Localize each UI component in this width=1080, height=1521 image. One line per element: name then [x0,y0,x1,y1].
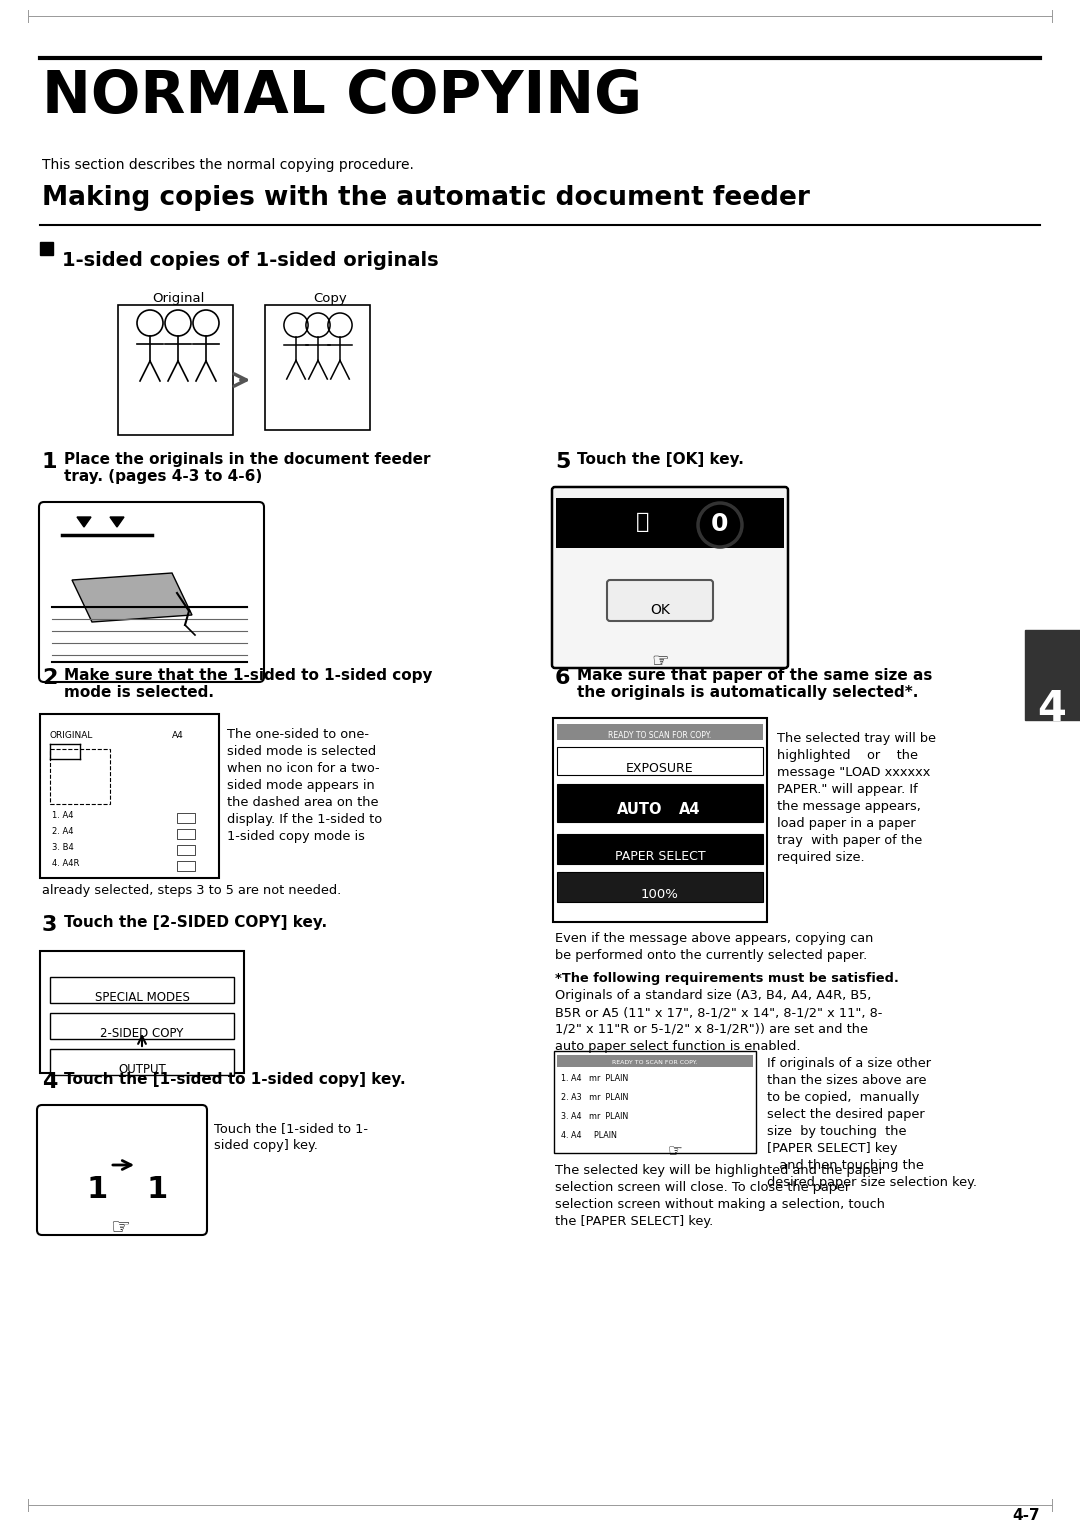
Text: 4: 4 [42,1072,57,1092]
Text: NORMAL COPYING: NORMAL COPYING [42,68,642,125]
Text: 3. B4: 3. B4 [52,843,73,852]
FancyBboxPatch shape [50,748,110,805]
Text: already selected, steps 3 to 5 are not needed.: already selected, steps 3 to 5 are not n… [42,884,341,897]
Text: Touch the [2-SIDED COPY] key.: Touch the [2-SIDED COPY] key. [64,916,327,929]
Text: Even if the message above appears, copying can
be performed onto the currently s: Even if the message above appears, copyi… [555,932,874,961]
Text: 1-sided copies of 1-sided originals: 1-sided copies of 1-sided originals [62,251,438,271]
Bar [1025,630,1080,719]
Text: ORIGINAL: ORIGINAL [50,732,93,741]
FancyBboxPatch shape [557,872,762,902]
FancyBboxPatch shape [177,814,195,823]
FancyBboxPatch shape [553,718,767,922]
Text: 6: 6 [555,668,570,687]
FancyBboxPatch shape [50,976,234,1002]
Text: 2-SIDED COPY: 2-SIDED COPY [100,1027,184,1040]
FancyBboxPatch shape [40,713,219,878]
FancyBboxPatch shape [177,829,195,840]
FancyBboxPatch shape [37,1104,207,1235]
FancyBboxPatch shape [177,861,195,872]
Text: ⎘: ⎘ [636,513,650,532]
Text: A4: A4 [679,802,701,817]
Text: READY TO SCAN FOR COPY.: READY TO SCAN FOR COPY. [612,1060,698,1065]
Text: EXPOSURE: EXPOSURE [626,762,693,776]
Text: If originals of a size other
than the sizes above are
to be copied,  manually
se: If originals of a size other than the si… [767,1057,977,1189]
Text: 2: 2 [42,668,57,687]
FancyBboxPatch shape [50,1013,234,1039]
Text: 4-7: 4-7 [1012,1507,1040,1521]
Polygon shape [77,517,91,526]
Text: The selected tray will be
highlighted    or    the
message "LOAD xxxxxx
PAPER." : The selected tray will be highlighted or… [777,732,936,864]
Text: 4. A4R: 4. A4R [52,859,79,868]
Text: Touch the [1-sided to 1-
sided copy] key.: Touch the [1-sided to 1- sided copy] key… [214,1122,368,1151]
Text: 0: 0 [712,513,729,535]
Text: SPECIAL MODES: SPECIAL MODES [95,992,189,1004]
Text: 1: 1 [42,452,57,472]
Text: Place the originals in the document feeder
tray. (pages 4-3 to 4-6): Place the originals in the document feed… [64,452,431,484]
FancyBboxPatch shape [265,306,370,430]
Text: This section describes the normal copying procedure.: This section describes the normal copyin… [42,158,414,172]
Text: 100%: 100% [642,888,679,900]
Text: 1. A4   mr  PLAIN: 1. A4 mr PLAIN [561,1074,629,1083]
FancyBboxPatch shape [39,502,264,681]
Polygon shape [110,517,124,526]
Text: 3: 3 [42,916,57,935]
Text: 1. A4: 1. A4 [52,811,73,820]
Text: 1: 1 [147,1176,167,1205]
FancyBboxPatch shape [556,497,784,548]
FancyBboxPatch shape [557,834,762,864]
Text: AUTO: AUTO [618,802,663,817]
FancyBboxPatch shape [118,306,233,435]
Bar [40,242,53,256]
Text: ☞: ☞ [110,1218,130,1238]
FancyBboxPatch shape [40,951,244,1072]
Text: Touch the [OK] key.: Touch the [OK] key. [577,452,744,467]
FancyBboxPatch shape [557,783,762,821]
FancyBboxPatch shape [607,580,713,621]
Text: ☞: ☞ [651,653,669,671]
FancyBboxPatch shape [557,1056,753,1068]
Text: 4. A4     PLAIN: 4. A4 PLAIN [561,1132,617,1141]
FancyBboxPatch shape [555,610,785,665]
Polygon shape [72,573,192,622]
Text: Copy: Copy [313,292,347,306]
Text: 2. A4: 2. A4 [52,827,73,837]
FancyBboxPatch shape [552,487,788,668]
Text: Making copies with the automatic document feeder: Making copies with the automatic documen… [42,186,810,211]
FancyBboxPatch shape [557,747,762,776]
FancyBboxPatch shape [50,1049,234,1075]
Text: OK: OK [650,602,670,618]
Text: *The following requirements must be satisfied.: *The following requirements must be sati… [555,972,899,986]
Text: A4: A4 [172,732,184,741]
FancyBboxPatch shape [554,1051,756,1153]
Text: OUTPUT: OUTPUT [118,1063,166,1075]
Text: The selected key will be highlighted and the paper
selection screen will close. : The selected key will be highlighted and… [555,1164,885,1227]
Text: Original: Original [152,292,204,306]
FancyBboxPatch shape [557,724,762,741]
Text: Make sure that the 1-sided to 1-sided copy
mode is selected.: Make sure that the 1-sided to 1-sided co… [64,668,432,700]
Text: Make sure that paper of the same size as
the originals is automatically selected: Make sure that paper of the same size as… [577,668,932,700]
Text: ☞: ☞ [667,1142,683,1161]
Text: 4: 4 [1038,687,1066,730]
Text: 2. A3   mr  PLAIN: 2. A3 mr PLAIN [561,1094,629,1103]
Text: PAPER SELECT: PAPER SELECT [615,850,705,862]
Text: 3. A4   mr  PLAIN: 3. A4 mr PLAIN [561,1112,629,1121]
Text: READY TO SCAN FOR COPY.: READY TO SCAN FOR COPY. [608,732,712,741]
Text: 1: 1 [86,1176,108,1205]
Text: Touch the [1-sided to 1-sided copy] key.: Touch the [1-sided to 1-sided copy] key. [64,1072,406,1088]
Text: 5: 5 [555,452,570,472]
FancyBboxPatch shape [177,846,195,855]
Text: Originals of a standard size (A3, B4, A4, A4R, B5,
B5R or A5 (11" x 17", 8-1/2" : Originals of a standard size (A3, B4, A4… [555,989,882,1053]
Text: The one-sided to one-
sided mode is selected
when no icon for a two-
sided mode : The one-sided to one- sided mode is sele… [227,729,382,843]
